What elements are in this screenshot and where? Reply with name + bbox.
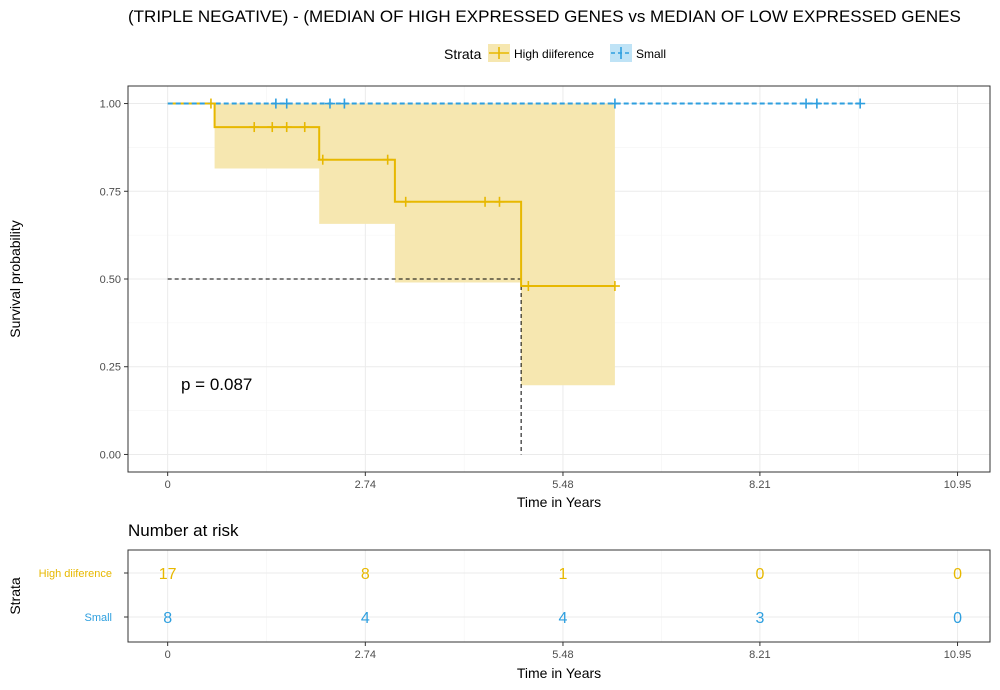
y-tick-label: 0.25 bbox=[100, 362, 121, 374]
risk-cell-high: 1 bbox=[559, 566, 568, 583]
risk-table-cells: 17 8 1 0 0 8 4 4 3 0 bbox=[159, 566, 962, 627]
y-axis-title: Survival probability bbox=[7, 220, 23, 338]
median-survival-lines bbox=[167, 278, 522, 455]
censor-mark-small bbox=[855, 98, 866, 109]
censor-mark-high bbox=[249, 122, 260, 133]
censor-mark-small bbox=[801, 98, 812, 109]
censor-mark-high bbox=[400, 196, 411, 207]
risk-cell-high: 0 bbox=[953, 566, 962, 583]
censor-mark-high bbox=[267, 122, 278, 133]
censor-mark-small bbox=[609, 98, 620, 109]
censor-mark-high bbox=[299, 122, 310, 133]
risk-x-axis-ticks: 0 2.74 5.48 8.21 10.95 bbox=[165, 642, 972, 661]
risk-cell-small: 4 bbox=[361, 610, 370, 627]
risk-x-tick-label: 10.95 bbox=[944, 649, 972, 661]
censor-mark-high bbox=[382, 154, 393, 165]
risk-cell-small: 3 bbox=[755, 610, 764, 627]
legend: Strata High diiference Small bbox=[444, 44, 666, 62]
censor-mark-high bbox=[205, 98, 216, 109]
risk-row-label-high: High diiference bbox=[39, 568, 112, 580]
censor-mark-high bbox=[494, 196, 505, 207]
risk-row-label-small: Small bbox=[84, 612, 112, 624]
y-axis-ticks: 0.00 0.25 0.50 0.75 1.00 bbox=[100, 99, 128, 461]
x-tick-label: 2.74 bbox=[355, 479, 376, 491]
x-tick-label: 10.95 bbox=[944, 479, 972, 491]
legend-label-small: Small bbox=[636, 47, 666, 61]
censor-mark-high bbox=[523, 281, 534, 292]
survival-curve-high bbox=[167, 102, 615, 287]
censor-mark-high bbox=[480, 196, 491, 207]
risk-x-tick-label: 2.74 bbox=[355, 649, 376, 661]
x-axis-ticks: 0 2.74 5.48 8.21 10.95 bbox=[165, 472, 972, 491]
censor-mark-small bbox=[324, 98, 335, 109]
p-value-label: p = 0.087 bbox=[181, 375, 252, 394]
legend-label-high: High diiference bbox=[514, 47, 594, 61]
x-tick-label: 5.48 bbox=[552, 479, 573, 491]
censor-mark-high bbox=[609, 281, 620, 292]
y-tick-label: 1.00 bbox=[100, 99, 121, 111]
chart-title: (TRIPLE NEGATIVE) - (MEDIAN OF HIGH EXPR… bbox=[128, 7, 961, 26]
risk-cell-high: 8 bbox=[361, 566, 370, 583]
censor-mark-high bbox=[317, 154, 328, 165]
legend-key-small bbox=[610, 44, 632, 62]
legend-key-high bbox=[488, 44, 510, 62]
x-axis-title: Time in Years bbox=[517, 494, 601, 510]
risk-x-tick-label: 8.21 bbox=[749, 649, 770, 661]
risk-table-title: Number at risk bbox=[128, 521, 239, 540]
ci-band-high bbox=[167, 103, 615, 386]
censor-mark-small bbox=[270, 98, 281, 109]
risk-table-row-labels: High diiference Small bbox=[39, 568, 128, 624]
risk-y-axis-title: Strata bbox=[7, 577, 23, 615]
censor-marks bbox=[205, 98, 866, 292]
x-tick-label: 0 bbox=[165, 479, 171, 491]
risk-table-grid bbox=[128, 550, 990, 642]
risk-table-frame bbox=[127, 549, 991, 643]
risk-cell-small: 8 bbox=[163, 610, 172, 627]
risk-x-axis-title: Time in Years bbox=[517, 665, 601, 681]
censor-mark-small bbox=[811, 98, 822, 109]
risk-cell-high: 0 bbox=[755, 566, 764, 583]
risk-cell-small: 0 bbox=[953, 610, 962, 627]
confidence-band-high bbox=[167, 103, 615, 386]
y-tick-label: 0.75 bbox=[100, 186, 121, 198]
risk-cell-small: 4 bbox=[559, 610, 568, 627]
risk-cell-high: 17 bbox=[159, 566, 177, 583]
censor-mark-high bbox=[281, 122, 292, 133]
y-tick-label: 0.00 bbox=[100, 449, 121, 461]
x-tick-label: 8.21 bbox=[749, 479, 770, 491]
risk-x-tick-label: 5.48 bbox=[552, 649, 573, 661]
y-tick-label: 0.50 bbox=[100, 274, 121, 286]
censor-mark-small bbox=[339, 98, 350, 109]
censor-mark-small bbox=[281, 98, 292, 109]
legend-title: Strata bbox=[444, 46, 482, 62]
risk-x-tick-label: 0 bbox=[165, 649, 171, 661]
